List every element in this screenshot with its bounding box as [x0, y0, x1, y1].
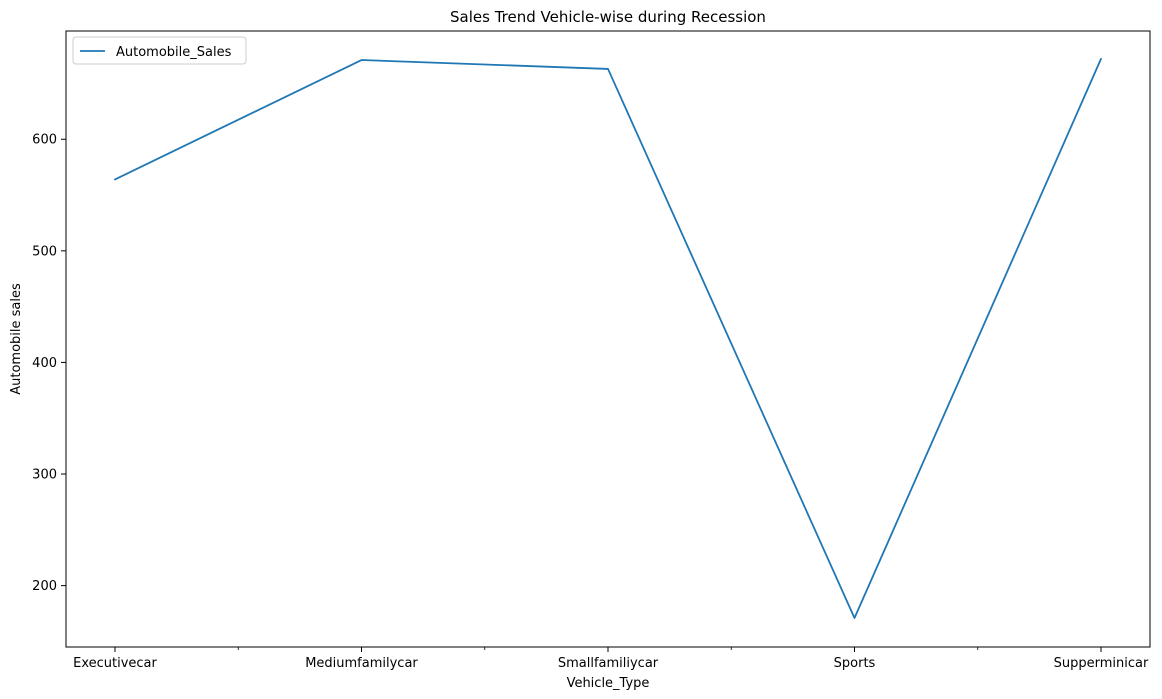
- series-layer: [114, 57, 1102, 619]
- chart-title: Sales Trend Vehicle-wise during Recessio…: [450, 8, 766, 26]
- x-tick-label: Smallfamiliycar: [558, 656, 659, 671]
- legend: Automobile_Sales: [72, 36, 247, 65]
- y-tick-label: 400: [32, 356, 57, 371]
- y-tick-label: 200: [32, 579, 57, 594]
- legend-box: [72, 36, 247, 65]
- y-tick-label: 300: [32, 468, 57, 483]
- x-tick-label: Sports: [834, 656, 876, 671]
- x-tick-label: Executivecar: [73, 656, 157, 671]
- data-point: [360, 59, 363, 61]
- x-tick-label: Supperminicar: [1054, 656, 1149, 671]
- data-point: [114, 178, 116, 181]
- data-point: [1100, 58, 1102, 60]
- y-tick-label: 600: [32, 133, 57, 148]
- data-point: [607, 68, 609, 70]
- y-axis-ticks: 200 300 400 500 600: [32, 133, 66, 594]
- x-tick-label: Mediumfamilycar: [305, 656, 418, 671]
- x-axis-label: Vehicle_Type: [567, 676, 650, 691]
- data-point: [853, 617, 856, 619]
- x-axis-ticks: Executivecar Mediumfamilycar Smallfamiliyc…: [73, 647, 1149, 671]
- y-tick-label: 500: [32, 244, 57, 259]
- y-axis-label: Automobile sales: [9, 283, 24, 395]
- legend-label: Automobile_Sales: [116, 45, 232, 60]
- series-line: [114, 57, 1102, 619]
